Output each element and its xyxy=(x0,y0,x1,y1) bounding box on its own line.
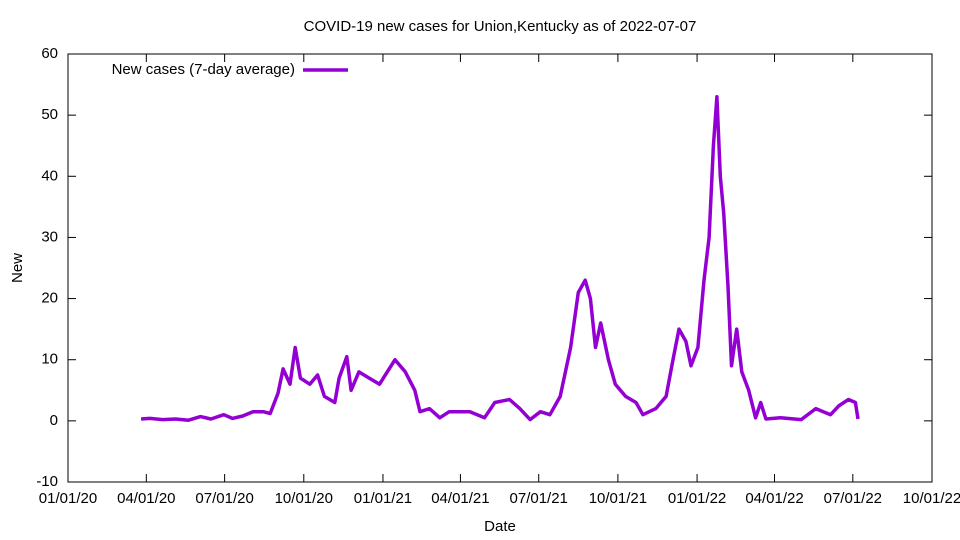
x-tick-label: 07/01/22 xyxy=(824,490,882,507)
y-tick-label: 0 xyxy=(50,412,58,429)
x-tick-label: 01/01/22 xyxy=(668,490,726,507)
x-tick-label: 04/01/20 xyxy=(117,490,175,507)
y-tick-label: 40 xyxy=(41,167,58,184)
chart-title: COVID-19 new cases for Union,Kentucky as… xyxy=(304,18,697,35)
y-tick-label: 30 xyxy=(41,228,58,245)
x-tick-label: 10/01/22 xyxy=(903,490,960,507)
y-tick-label: 60 xyxy=(41,45,58,62)
x-tick-label: 04/01/22 xyxy=(745,490,803,507)
legend-label: New cases (7-day average) xyxy=(112,61,295,78)
plot-frame xyxy=(67,53,933,483)
y-tick-label: -10 xyxy=(36,473,58,490)
y-axis-label: New xyxy=(9,253,26,283)
x-tick-label: 07/01/20 xyxy=(195,490,253,507)
y-tick-label: 20 xyxy=(41,290,58,307)
x-tick-label: 01/01/20 xyxy=(39,490,97,507)
data-line xyxy=(140,95,860,422)
y-tick-label: 10 xyxy=(41,351,58,368)
x-tick-label: 10/01/21 xyxy=(589,490,647,507)
x-tick-label: 07/01/21 xyxy=(510,490,568,507)
x-tick-label: 04/01/21 xyxy=(431,490,489,507)
x-tick-label: 01/01/21 xyxy=(354,490,412,507)
x-axis-label: Date xyxy=(484,518,516,535)
y-tick-label: 50 xyxy=(41,106,58,123)
x-tick-label: 10/01/20 xyxy=(275,490,333,507)
